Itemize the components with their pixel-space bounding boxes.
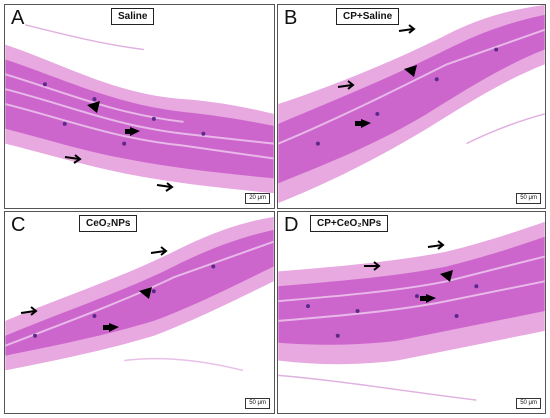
arrowhead-marker <box>139 287 152 299</box>
scale-bar-c: 50 μm <box>245 398 270 409</box>
panel-a: A Saline 20 μm <box>4 4 275 209</box>
arrowhead-marker <box>404 65 417 77</box>
panel-b: B CP+Saline 50 μm <box>277 4 546 209</box>
arrow-marker <box>364 261 381 271</box>
arrow-marker <box>150 246 168 256</box>
scale-bar-b: 50 μm <box>516 193 541 204</box>
arrow-marker <box>20 306 38 316</box>
histology-image-b <box>278 5 545 204</box>
annotation-marks-d <box>364 240 453 303</box>
arrowhead-marker <box>87 101 100 113</box>
histology-image-d <box>278 221 545 401</box>
scale-bar-a: 20 μm <box>245 193 270 204</box>
panel-label-c: CeO₂NPs <box>79 215 138 232</box>
panel-label-a: Saline <box>111 8 155 25</box>
thick-arrow-marker <box>361 119 371 128</box>
arrowhead-marker <box>440 270 453 282</box>
panel-c: C CeO₂NPs 50 μm <box>4 211 275 414</box>
scale-bar-d: 50 μm <box>516 398 541 409</box>
thick-arrow-marker <box>130 127 140 136</box>
thick-arrow-marker <box>426 294 436 303</box>
arrow-marker <box>156 182 174 192</box>
arrow-marker <box>427 240 445 250</box>
annotation-marks-b <box>337 24 417 128</box>
annotation-marks-a <box>64 101 174 192</box>
histology-image-c <box>5 216 274 372</box>
arrow-marker <box>64 154 82 164</box>
panel-label-d: CP+CeO₂NPs <box>310 215 389 232</box>
thick-arrow-marker <box>109 323 119 332</box>
histology-image-a <box>5 24 274 194</box>
arrow-marker <box>337 80 355 90</box>
panel-letter-c: C <box>11 214 26 236</box>
arrow-marker <box>398 24 416 34</box>
panel-label-b: CP+Saline <box>336 8 400 25</box>
panel-letter-a: A <box>11 7 25 29</box>
annotation-marks-c <box>20 246 168 332</box>
panel-letter-b: B <box>284 7 298 29</box>
panel-d: D CP+CeO₂NPs 50 μm <box>277 211 546 414</box>
panel-letter-d: D <box>284 214 299 236</box>
